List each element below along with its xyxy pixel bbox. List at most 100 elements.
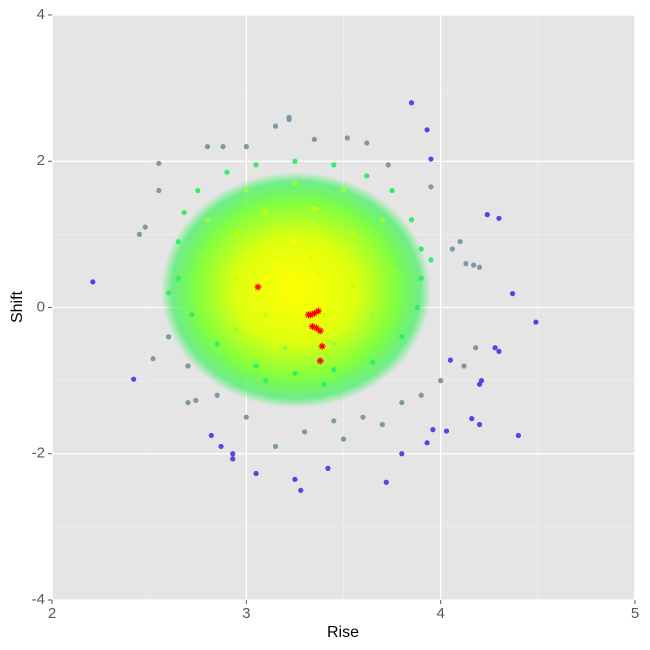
point (272, 443, 279, 450)
point (263, 378, 269, 384)
point (370, 312, 376, 318)
point (379, 217, 385, 223)
point (263, 209, 269, 216)
point (230, 456, 236, 462)
point (428, 257, 434, 263)
y-tick-label: 4 (37, 6, 45, 23)
y-tick-label: 0 (37, 298, 45, 315)
point (321, 381, 327, 387)
point-star (318, 342, 326, 350)
point (234, 275, 240, 281)
point (344, 135, 350, 141)
point (185, 363, 191, 369)
point (438, 378, 444, 384)
point (331, 341, 337, 347)
point-star (316, 357, 324, 365)
point (263, 312, 269, 318)
point (292, 271, 298, 278)
point (533, 319, 539, 325)
point (399, 334, 405, 340)
point (302, 253, 308, 259)
point (230, 451, 236, 457)
point (166, 334, 172, 340)
point (399, 451, 405, 457)
point-star (310, 309, 318, 317)
point (418, 392, 424, 398)
point (243, 414, 249, 420)
point (131, 376, 137, 382)
point (496, 348, 502, 354)
point (136, 231, 143, 237)
x-axis-title: Rise (327, 624, 359, 641)
point (449, 246, 455, 252)
point (389, 268, 395, 274)
point (243, 144, 249, 150)
point (496, 215, 502, 221)
point (311, 136, 317, 142)
point (515, 432, 522, 439)
point (350, 282, 356, 289)
point (331, 162, 337, 168)
point (292, 476, 298, 482)
point-star (308, 323, 316, 331)
point (272, 261, 279, 267)
point (414, 304, 420, 311)
point (204, 290, 211, 296)
point (224, 169, 230, 175)
point (286, 297, 292, 303)
point (389, 187, 395, 194)
y-tick-label: -2 (32, 445, 45, 462)
point (175, 239, 181, 245)
point (175, 275, 181, 281)
point (473, 345, 479, 351)
point (218, 443, 224, 450)
point (476, 421, 483, 428)
point (399, 399, 405, 406)
y-tick-label: -4 (32, 591, 45, 608)
point (457, 239, 463, 245)
point (298, 487, 304, 493)
point (282, 282, 288, 289)
point (220, 144, 226, 150)
point (292, 370, 298, 376)
point-star (254, 283, 262, 291)
point (204, 217, 211, 223)
point (408, 217, 415, 223)
point (272, 123, 279, 129)
point (253, 363, 259, 369)
point (360, 414, 366, 420)
y-tick-label: 2 (37, 152, 45, 169)
point-star (312, 324, 320, 332)
x-tick-label: 4 (436, 605, 444, 622)
point (331, 367, 337, 373)
point (476, 264, 483, 270)
point (253, 470, 259, 477)
point (379, 421, 385, 428)
point (484, 212, 490, 218)
point (243, 187, 249, 194)
point (311, 275, 317, 281)
point (430, 427, 436, 433)
point (350, 231, 356, 237)
point (185, 399, 191, 406)
point (282, 345, 288, 351)
point (90, 279, 96, 285)
point (492, 345, 498, 351)
point (325, 465, 331, 471)
point (447, 357, 453, 363)
point (302, 429, 308, 435)
point (428, 184, 434, 190)
point (150, 356, 156, 362)
point (253, 162, 259, 168)
point (428, 156, 434, 162)
point-star (314, 307, 322, 315)
point (509, 291, 516, 297)
point (166, 290, 172, 296)
point (204, 144, 211, 150)
point (340, 436, 347, 442)
point (234, 326, 240, 333)
x-tick-label: 2 (48, 605, 56, 622)
point (418, 275, 424, 281)
point (424, 127, 430, 133)
